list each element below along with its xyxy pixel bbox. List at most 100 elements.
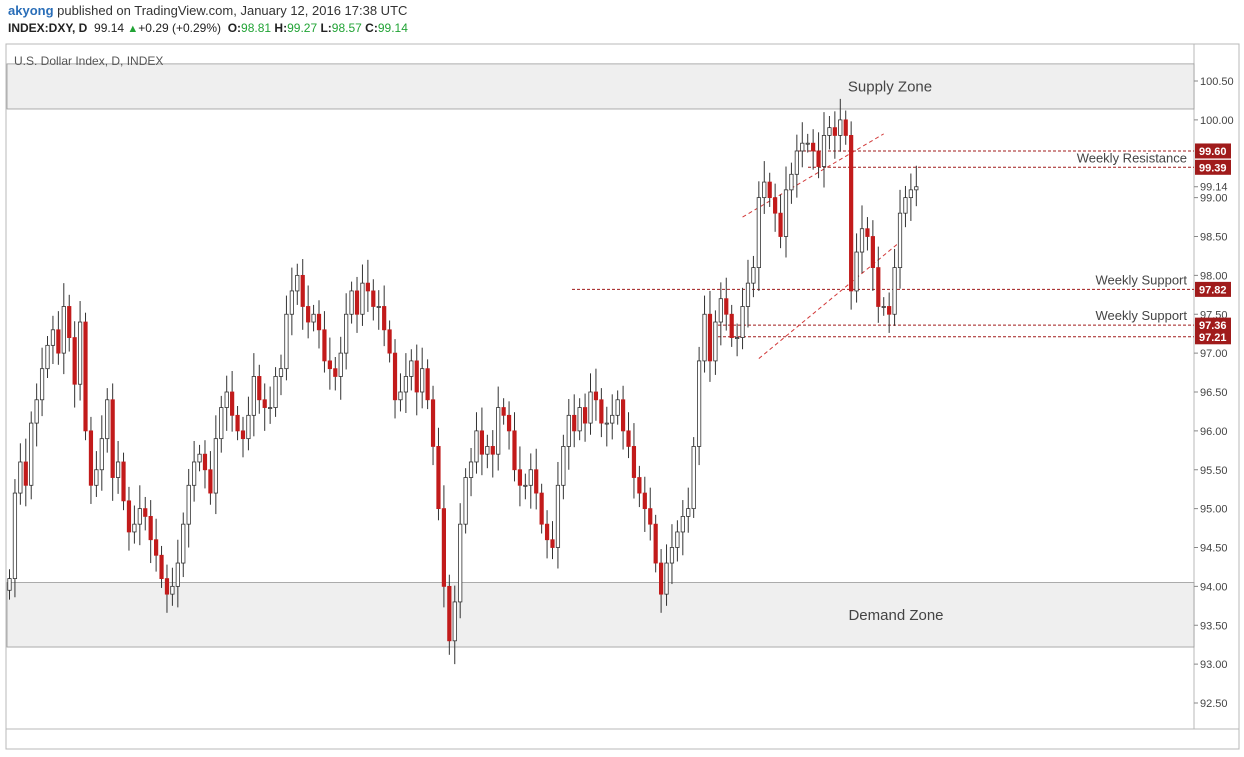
y-tick-label: 99.00	[1200, 193, 1228, 205]
candle	[881, 297, 886, 316]
candle	[316, 300, 322, 349]
candle	[382, 285, 387, 347]
candle	[39, 347, 45, 417]
y-tick-label: 94.00	[1200, 581, 1228, 593]
price-tag-3	[1195, 317, 1231, 333]
candle	[436, 427, 441, 521]
candle	[295, 263, 300, 305]
candle	[278, 354, 284, 396]
candle	[876, 246, 881, 323]
candle	[778, 194, 783, 249]
candle	[371, 279, 376, 321]
candle	[99, 415, 104, 491]
candle	[219, 395, 224, 453]
candle	[322, 311, 327, 373]
candle	[718, 282, 723, 346]
candle	[458, 503, 463, 619]
candle	[501, 398, 506, 425]
candle	[735, 323, 740, 357]
candle	[132, 505, 137, 544]
candle	[365, 259, 370, 312]
candle	[344, 293, 349, 370]
candle	[648, 487, 653, 541]
candle	[702, 295, 707, 373]
candle	[414, 344, 419, 416]
chart-title: U.S. Dollar Index, D, INDEX	[14, 54, 163, 68]
candle	[273, 367, 278, 417]
candle	[262, 383, 267, 431]
y-tick-label: 96.00	[1200, 426, 1228, 438]
candle	[555, 461, 561, 569]
candle	[544, 510, 550, 559]
candle	[572, 394, 577, 448]
candle	[452, 585, 457, 665]
zone-label-1: Demand Zone	[848, 607, 943, 624]
low-label: L:	[320, 21, 332, 35]
candle	[154, 518, 159, 572]
candle	[164, 564, 170, 613]
zone-label-0: Supply Zone	[848, 78, 932, 95]
candle	[257, 364, 262, 414]
candle	[447, 574, 452, 655]
candle	[870, 220, 875, 291]
candle	[268, 386, 273, 424]
candle	[474, 412, 479, 474]
candle	[148, 500, 153, 564]
candle	[517, 446, 523, 507]
candle	[512, 412, 517, 482]
candles-layer	[7, 98, 919, 665]
candle	[360, 264, 365, 326]
author-link[interactable]: akyong	[8, 3, 54, 18]
candle	[550, 521, 555, 560]
candle	[697, 346, 702, 466]
candle	[773, 183, 778, 232]
candle	[626, 412, 631, 459]
candle	[208, 451, 213, 505]
candle	[745, 259, 751, 328]
candle	[398, 373, 403, 412]
candle	[175, 539, 180, 608]
price-tag-label-1: 99.39	[1199, 162, 1227, 174]
candle	[800, 122, 805, 168]
candle	[126, 486, 132, 551]
candle	[490, 430, 495, 478]
candle	[392, 339, 398, 419]
candle	[202, 440, 208, 489]
candle	[56, 311, 61, 365]
candle	[170, 567, 175, 606]
candle	[615, 390, 620, 425]
candle	[420, 347, 425, 409]
y-tick-label: 96.50	[1200, 387, 1228, 399]
candle	[593, 368, 599, 421]
y-tick-label: 93.50	[1200, 620, 1228, 632]
candle	[854, 233, 859, 303]
price-tag-label-0: 99.60	[1199, 146, 1227, 158]
candle	[67, 294, 72, 352]
level-label-2: Weekly Support	[1095, 272, 1187, 287]
candle	[751, 255, 756, 298]
candle	[914, 165, 919, 207]
high-value: 99.27	[287, 21, 318, 35]
candle	[523, 473, 528, 500]
time-axis[interactable]	[5, 728, 1240, 750]
candle	[110, 383, 115, 501]
candle	[311, 304, 316, 332]
candle	[72, 321, 77, 408]
candle	[479, 407, 485, 476]
candle	[631, 423, 637, 499]
candle	[116, 440, 121, 494]
zone-1	[6, 582, 1195, 648]
candle	[230, 371, 235, 432]
price-tag-0	[1195, 143, 1231, 159]
candle	[468, 447, 474, 497]
price-tag-label-4: 97.21	[1199, 332, 1227, 344]
up-arrow-icon: ▲	[127, 23, 139, 35]
candle	[50, 315, 56, 365]
candle	[849, 121, 854, 310]
candle	[740, 287, 745, 350]
candle	[534, 448, 539, 510]
candle	[61, 283, 66, 375]
price-change: +0.29 (+0.29%)	[138, 21, 222, 35]
close-value: 99.14	[377, 21, 408, 35]
